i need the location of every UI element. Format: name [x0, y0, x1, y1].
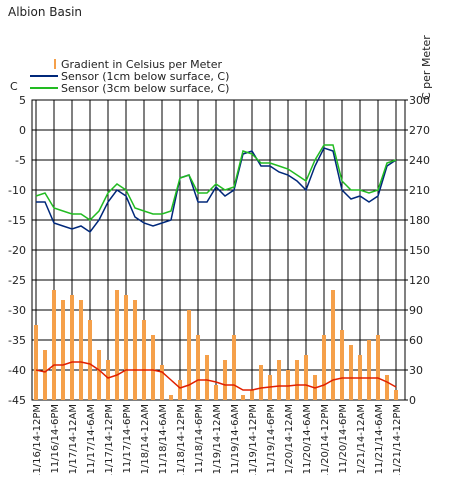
y2-tick-label: 180: [409, 214, 430, 227]
x-tick-label: 11/18/14-12PM: [176, 404, 187, 475]
bar: [142, 320, 146, 400]
bar: [385, 375, 389, 400]
bar: [322, 335, 326, 400]
y-tick-label: 0: [19, 124, 26, 137]
bar: [88, 320, 92, 400]
x-tick-label: 11/17/14-12PM: [104, 404, 115, 475]
legend-label: Gradient in Celsius per Meter: [61, 58, 222, 71]
y-tick-label: 5: [19, 94, 26, 107]
bar: [151, 335, 155, 400]
bar: [286, 370, 290, 400]
bar: [367, 340, 371, 400]
bar: [124, 295, 128, 400]
bar: [214, 385, 218, 400]
x-tick-label: 11/18/14-6PM: [194, 404, 205, 474]
y-tick-label: -25: [8, 274, 26, 287]
bar: [187, 310, 191, 400]
legend-label: Sensor (3cm below surface, C): [61, 82, 229, 95]
line: [36, 147, 397, 234]
bar: [115, 290, 119, 400]
y2-tick-label: 30: [409, 364, 423, 377]
y2-tick-label: 270: [409, 124, 430, 137]
line: [35, 361, 397, 391]
bar: [43, 350, 47, 400]
bar: [160, 365, 164, 400]
x-tick-label: 11/20/14-12AM: [284, 404, 295, 475]
bar: [241, 395, 245, 400]
y-axis-label: C: [10, 80, 18, 93]
y-tick-label: -5: [15, 154, 26, 167]
x-tick-label: 11/19/14-12PM: [248, 404, 259, 475]
y2-tick-label: 60: [409, 334, 423, 347]
y2-tick-label: 150: [409, 244, 430, 257]
bar: [34, 325, 38, 400]
bar: [223, 360, 227, 400]
line: [35, 144, 397, 221]
bar: [259, 365, 263, 400]
x-tick-label: 11/16/14-12PM: [32, 404, 43, 475]
x-tick-label: 11/21/14-12PM: [392, 404, 403, 475]
bar: [394, 390, 398, 400]
y-tick-label: -30: [8, 304, 26, 317]
y2-tick-label: 90: [409, 304, 423, 317]
bar: [295, 360, 299, 400]
bar: [205, 355, 209, 400]
x-tick-label: 11/17/14-6PM: [122, 404, 133, 474]
x-tick-label: 11/20/14-12PM: [320, 404, 331, 475]
y-tick-label: -10: [8, 184, 26, 197]
x-tick-label: 11/21/14-12AM: [356, 404, 367, 475]
x-tick-label: 11/19/14-6AM: [230, 404, 241, 474]
bar: [232, 335, 236, 400]
bar: [349, 345, 353, 400]
bar: [70, 295, 74, 400]
bar: [340, 330, 344, 400]
bar: [79, 300, 83, 400]
y-tick-label: -40: [8, 364, 26, 377]
x-tick-label: 11/19/14-12AM: [212, 404, 223, 475]
bar: [169, 395, 173, 400]
x-tick-label: 11/17/14-12AM: [68, 404, 79, 475]
x-tick-label: 11/20/14-6PM: [338, 404, 349, 474]
bar: [133, 300, 137, 400]
x-tick-label: 11/17/14-6AM: [86, 404, 97, 474]
bar: [106, 360, 110, 400]
y-tick-label: -35: [8, 334, 26, 347]
y2-axis-label: C per Meter: [420, 35, 433, 100]
x-tick-label: 11/18/14-12AM: [140, 404, 151, 475]
legend-label: Sensor (1cm below surface, C): [61, 70, 229, 83]
y-tick-label: -20: [8, 244, 26, 257]
y-tick-label: -15: [8, 214, 26, 227]
bar: [178, 380, 182, 400]
y2-tick-label: 0: [409, 394, 416, 407]
bar: [52, 290, 56, 400]
y-tick-label: -45: [8, 394, 26, 407]
bar: [376, 335, 380, 400]
bar: [250, 390, 254, 400]
x-tick-label: 11/16/14-6PM: [50, 404, 61, 474]
chart-title: Albion Basin: [8, 5, 82, 19]
legend-swatch: [54, 59, 56, 69]
y2-tick-label: 210: [409, 184, 430, 197]
y2-tick-label: 300: [409, 94, 430, 107]
bar: [61, 300, 65, 400]
x-tick-label: 11/20/14-6AM: [302, 404, 313, 474]
bar: [304, 355, 308, 400]
bar: [97, 350, 101, 400]
bar: [277, 360, 281, 400]
bar: [196, 335, 200, 400]
bar: [331, 290, 335, 400]
x-tick-label: 11/18/14-6AM: [158, 404, 169, 474]
y2-tick-label: 120: [409, 274, 430, 287]
x-tick-label: 11/19/14-6PM: [266, 404, 277, 474]
y2-tick-label: 240: [409, 154, 430, 167]
x-tick-label: 11/21/14-6AM: [374, 404, 385, 474]
